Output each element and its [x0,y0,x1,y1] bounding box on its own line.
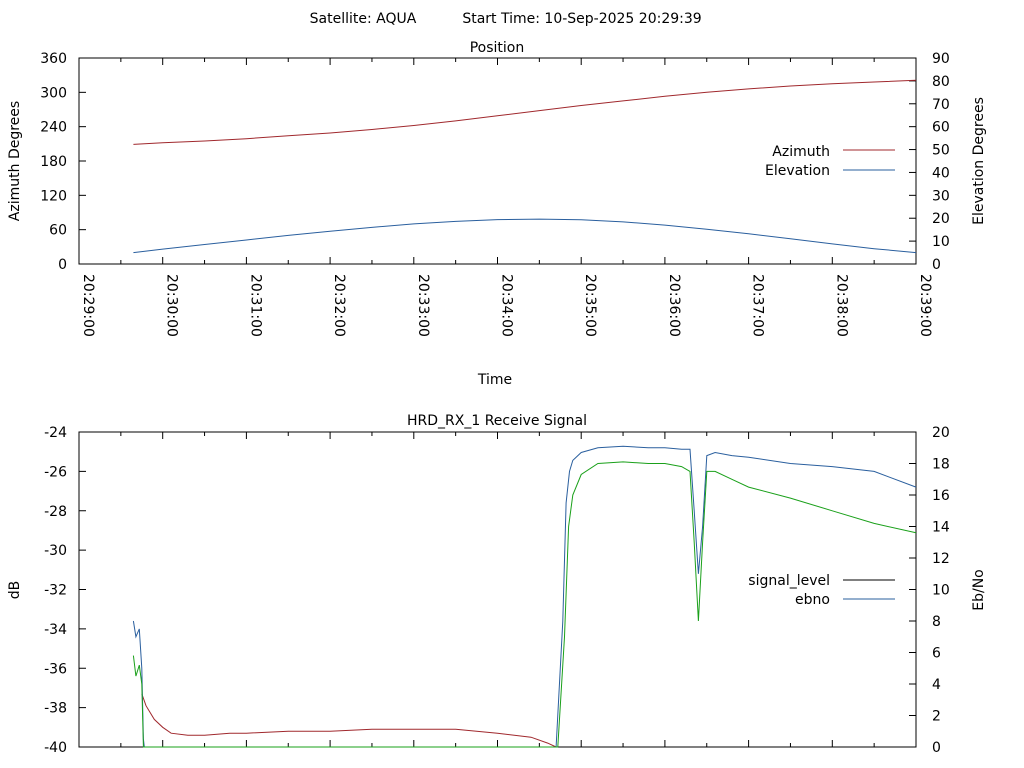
position-title: Position [470,40,525,56]
position-y2-tick-label: 50 [932,143,950,159]
signal-y2-tick-label: 10 [932,583,950,599]
signal-y-tick-label: -26 [44,464,67,480]
position-y2-tick-label: 70 [932,97,950,113]
signal-series-signal-level-low [141,693,557,748]
signal-series-ebno [132,445,917,748]
position-y2-tick-label: 90 [932,51,950,67]
signal-y2label: Eb/No [971,569,987,611]
signal-y2-tick-label: 8 [932,614,941,630]
signal-y2-tick-label: 18 [932,457,950,473]
signal-y-tick-label: -36 [44,661,67,677]
position-x-tick-label: 20:37:00 [750,274,766,337]
signal-legend: signal_level ebno [748,573,895,608]
signal-ylabel: dB [7,581,23,600]
position-series-Azimuth [133,79,917,145]
position-y-tick-label: 60 [49,223,67,239]
legend-label-ebno: ebno [795,592,830,608]
position-x-tick-label: 20:31:00 [247,274,263,337]
position-x-tick-label: 20:38:00 [833,274,849,337]
signal-y2-tick-label: 12 [932,551,950,567]
position-x-tick-label: 20:35:00 [582,274,598,337]
satellite-label: Satellite: AQUA [310,11,417,27]
position-y2-tick-label: 10 [932,234,950,250]
position-plot-frame [78,57,917,265]
position-series-Elevation [133,218,917,254]
signal-y2-tick-label: 2 [932,709,941,725]
position-ylabel: Azimuth Degrees [7,101,23,221]
signal-y2-tick-label: 0 [932,740,941,756]
signal-y2-tick-label: 16 [932,488,950,504]
position-series [133,79,917,254]
position-y-tick-label: 120 [40,188,67,204]
signal-y-tick-label: -32 [44,583,67,599]
signal-y-tick-label: -30 [44,543,67,559]
signal-y-tick-label: -38 [44,701,67,717]
signal-chart: HRD_RX_1 Receive Signal -40-38-36-34-32-… [7,413,987,756]
position-y2-tick-label: 40 [932,165,950,181]
position-y2-tick-label: 0 [932,257,941,273]
signal-y2-tick-label: 14 [932,520,950,536]
signal-y-tick-label: -24 [44,425,67,441]
signal-y2-tick-label: 20 [932,425,950,441]
position-y2-tick-label: 20 [932,211,950,227]
signal-axes: -40 -38 -36 -34 -32 -30 -28 -26 -24 0 2 4 6 8 10 12 14 16… [44,425,950,756]
position-x-tick-label: 20:33:00 [415,274,431,337]
signal-series [132,445,917,748]
position-xlabel: Time [477,372,512,388]
position-x-tick-label: 20:34:00 [499,274,515,337]
position-y-tick-label: 180 [40,154,67,170]
start-time-label: Start Time: 10-Sep-2025 20:29:39 [462,11,701,27]
signal-y-tick-label: -28 [44,504,67,520]
position-chart: Position 20:29:00 20:30:00 20:31:00 20:32:0… [7,40,987,388]
signal-plot-frame [78,431,917,748]
signal-series-ebno-overlay [132,461,917,748]
position-y2-tick-label: 80 [932,74,950,90]
legend-label-azimuth: Azimuth [772,144,830,160]
position-legend: Azimuth Elevation [765,144,895,179]
position-axes: 20:29:00 20:30:00 20:31:00 20:32:00 20:33:00… [40,51,950,337]
signal-y-tick-label: -40 [44,740,67,756]
signal-y-tick-label: -34 [44,622,67,638]
legend-label-elevation: Elevation [765,163,830,179]
position-y-tick-label: 0 [58,257,67,273]
position-x-tick-label: 20:36:00 [666,274,682,337]
position-x-tick-label: 20:32:00 [331,274,347,337]
signal-y2-tick-label: 6 [932,646,941,662]
position-x-tick-label: 20:29:00 [80,274,96,337]
signal-y2-tick-label: 4 [932,677,941,693]
position-y-tick-label: 360 [40,51,67,67]
position-y2label: Elevation Degrees [971,97,987,225]
position-y-tick-label: 300 [40,85,67,101]
legend-label-signal-level: signal_level [748,573,830,589]
signal-title: HRD_RX_1 Receive Signal [407,413,587,429]
position-y2-tick-label: 60 [932,120,950,136]
position-x-tick-label: 20:39:00 [917,274,933,337]
position-y-tick-label: 240 [40,120,67,136]
position-x-tick-label: 20:30:00 [164,274,180,337]
position-y2-tick-label: 30 [932,188,950,204]
